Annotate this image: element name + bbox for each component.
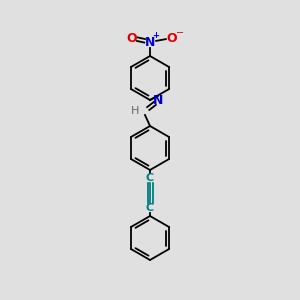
- Text: O: O: [167, 32, 177, 44]
- Text: H: H: [131, 106, 139, 116]
- Text: −: −: [176, 28, 184, 38]
- Text: N: N: [145, 35, 155, 49]
- Text: C: C: [146, 173, 154, 183]
- Text: N: N: [153, 94, 163, 107]
- Text: O: O: [127, 32, 137, 44]
- Text: +: +: [152, 32, 160, 40]
- Text: C: C: [146, 203, 154, 213]
